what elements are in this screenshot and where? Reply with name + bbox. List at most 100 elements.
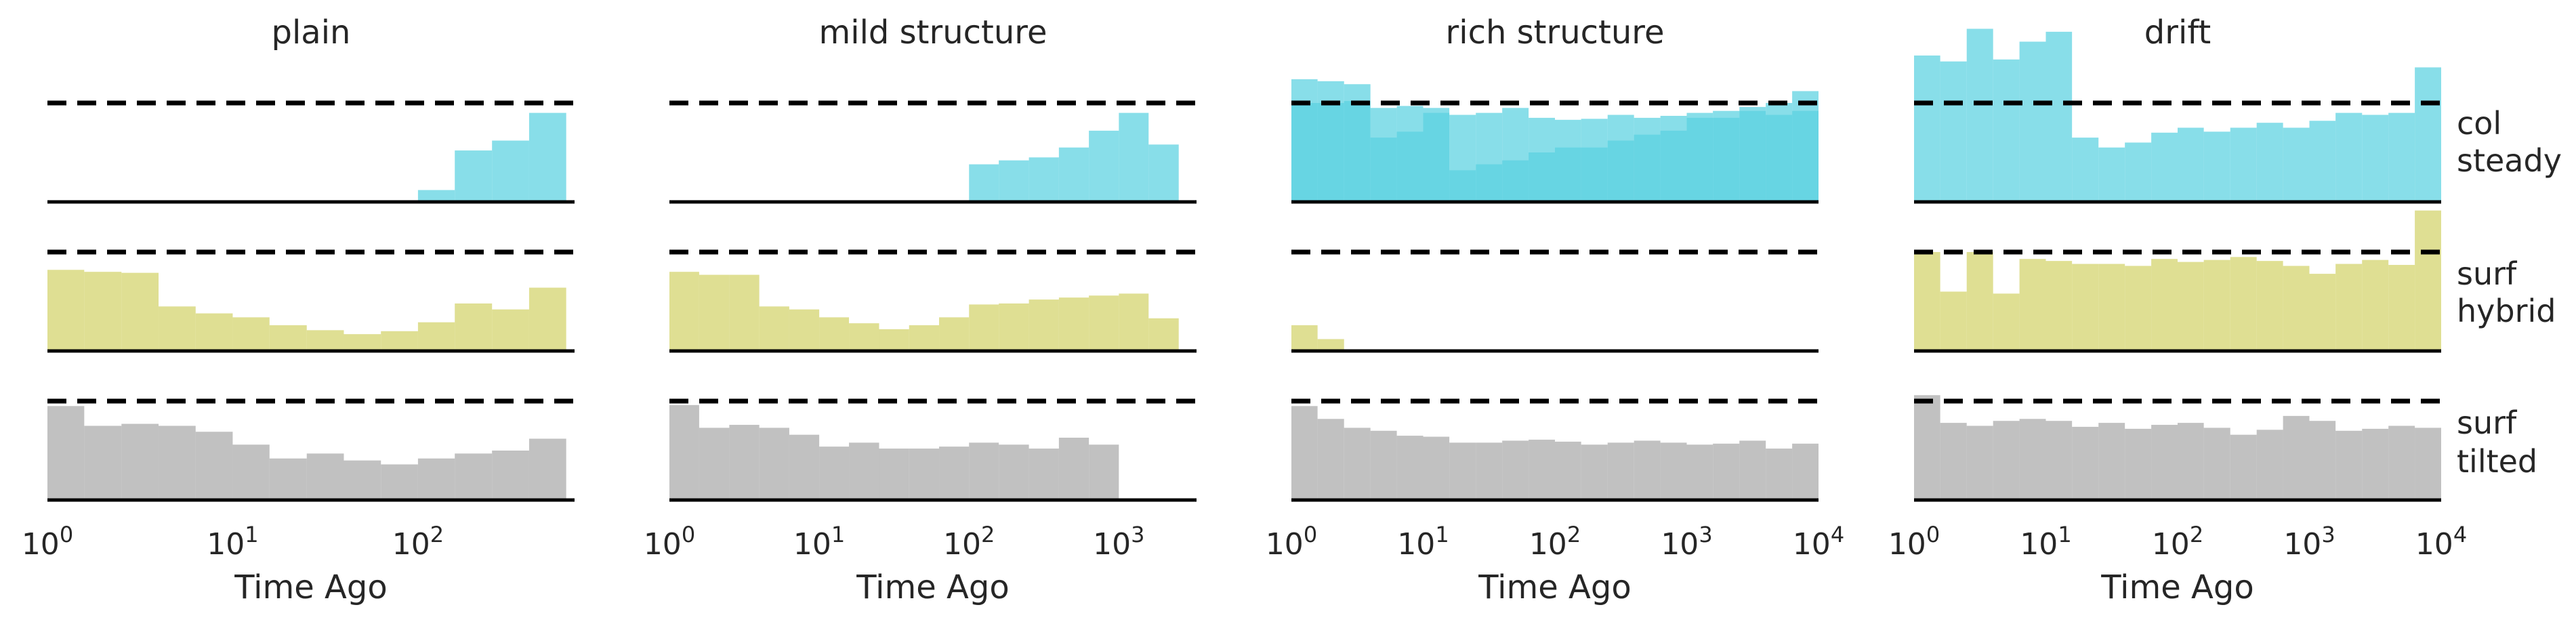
bar-p3-s2-b2 <box>1966 425 1993 500</box>
bar-p3-s0-b15 <box>2309 121 2336 202</box>
x-axis-label-2: Time Ago <box>1478 568 1631 606</box>
chart-panel-2: rich structure 100 101 102 103 104 Time Ago <box>1266 14 1844 606</box>
panel-title-1: mild structure <box>819 14 1047 51</box>
bar-p3-s0-b18 <box>2388 112 2415 202</box>
bar-p3-s2-b15 <box>2309 421 2336 500</box>
row-labels: col steady surf hybrid surf tilted <box>2457 105 2562 480</box>
bar-p1-s2-b4 <box>789 434 820 500</box>
bar-p1-s2-b2 <box>729 425 760 500</box>
bar-p3-s1-b0 <box>1914 252 1940 351</box>
bar-p2-s3-b6 <box>1449 442 1476 500</box>
bar-p2-s3-b5 <box>1423 436 1450 500</box>
bar-p3-s2-b1 <box>1940 423 1967 500</box>
bar-p0-s2-b1 <box>84 425 122 500</box>
bar-p3-s2-b17 <box>2362 428 2389 500</box>
bar-p1-s1-b3 <box>759 306 789 351</box>
bar-p0-s2-b13 <box>528 438 566 500</box>
bar-p3-s1-b17 <box>2362 259 2389 351</box>
bar-p2-s2-b5 <box>1423 108 1450 202</box>
x-tick-label-p0-1: 101 <box>207 522 258 562</box>
bar-p3-s2-b5 <box>2045 421 2073 500</box>
bar-p3-s2-b11 <box>2203 428 2230 500</box>
row-label-line-2-1: tilted <box>2457 443 2537 480</box>
bar-p1-s2-b5 <box>819 446 850 500</box>
x-tick-label-p3-0: 100 <box>1888 522 1940 562</box>
bar-p3-s1-b11 <box>2203 259 2230 351</box>
bar-p1-s1-b2 <box>729 274 760 351</box>
x-tick-label-p3-1: 101 <box>2020 522 2071 562</box>
bar-p3-s0-b3 <box>1993 59 2020 202</box>
bar-p3-s0-b14 <box>2283 127 2310 202</box>
x-axis-label-3: Time Ago <box>2100 568 2253 606</box>
bar-p1-s2-b7 <box>879 449 909 500</box>
bar-p3-s0-b9 <box>2151 132 2178 202</box>
bar-p0-s2-b6 <box>269 458 307 500</box>
bar-p2-s1-b1 <box>1317 339 1344 351</box>
bar-p1-s1-b11 <box>999 303 1029 351</box>
bar-p1-s2-b6 <box>849 442 879 500</box>
bar-p3-s0-b13 <box>2256 123 2283 202</box>
bar-p3-s2-b3 <box>1993 421 2020 500</box>
bar-p1-s1-b10 <box>969 304 999 351</box>
bar-p2-s2-b15 <box>1686 112 1713 202</box>
bar-p0-s2-b0 <box>47 406 85 500</box>
bar-p3-s1-b5 <box>2045 261 2073 351</box>
bar-p2-s3-b10 <box>1555 441 1581 500</box>
row-label-line-2-0: surf <box>2457 404 2518 441</box>
bar-p0-s2-b7 <box>306 453 344 500</box>
bar-p3-s2-b12 <box>2230 434 2257 500</box>
x-tick-label-p1-2: 102 <box>943 522 995 562</box>
bar-p2-s2-b6 <box>1449 115 1476 202</box>
bar-p1-s1-b9 <box>939 317 970 351</box>
bar-p1-s2-b10 <box>969 442 999 500</box>
bar-p1-s2-b12 <box>1029 449 1059 500</box>
x-tick-label-p2-0: 100 <box>1266 522 1317 562</box>
bar-p1-s0-b16 <box>1148 144 1179 202</box>
bar-p2-s2-b3 <box>1370 108 1397 202</box>
bar-p2-s3-b8 <box>1502 440 1529 500</box>
bar-p2-s2-b19 <box>1792 110 1819 202</box>
bar-p3-s1-b4 <box>2019 259 2046 351</box>
panel-title-2: rich structure <box>1446 14 1665 51</box>
x-axis-label-0: Time Ago <box>234 568 387 606</box>
bar-p0-s0-b10 <box>417 190 455 202</box>
bar-p0-s1-b6 <box>269 325 307 351</box>
bar-p3-s0-b1 <box>1940 61 1967 203</box>
bar-p2-s2-b12 <box>1607 115 1634 202</box>
bar-p3-s1-b6 <box>2072 264 2099 351</box>
bar-p1-s1-b4 <box>789 309 820 351</box>
bar-p0-s1-b8 <box>344 334 381 351</box>
bar-p1-s2-b0 <box>669 404 699 500</box>
bar-p3-s1-b8 <box>2125 266 2152 351</box>
bar-p2-s3-b4 <box>1396 436 1424 500</box>
bar-p3-s1-b16 <box>2335 264 2363 351</box>
bar-p3-s0-b11 <box>2203 131 2230 202</box>
bar-p1-s1-b15 <box>1119 293 1149 351</box>
bar-p2-s1-b0 <box>1291 325 1318 351</box>
bar-p3-s1-b10 <box>2178 262 2204 351</box>
bar-p2-s3-b1 <box>1317 419 1344 500</box>
bar-p1-s2-b8 <box>909 449 940 500</box>
bar-p1-s1-b16 <box>1148 318 1179 351</box>
x-tick-label-p3-4: 104 <box>2415 522 2467 562</box>
bar-p2-s3-b9 <box>1529 439 1555 500</box>
bar-p1-s1-b14 <box>1089 295 1119 351</box>
bar-p2-s2-b10 <box>1555 119 1581 202</box>
bar-p3-s0-b2 <box>1966 28 1993 202</box>
bar-p0-s1-b4 <box>195 313 233 351</box>
bar-p1-s0-b12 <box>1029 157 1059 202</box>
bar-p0-s2-b8 <box>344 460 381 500</box>
bar-p1-s1-b8 <box>909 325 940 351</box>
x-tick-label-p0-0: 100 <box>22 522 73 562</box>
bar-p3-s2-b18 <box>2388 425 2415 500</box>
bar-p3-s2-b19 <box>2415 428 2441 500</box>
bar-p3-s2-b14 <box>2283 415 2310 500</box>
bar-p3-s2-b4 <box>2019 419 2046 500</box>
bar-p0-s0-b13 <box>528 112 566 202</box>
bar-p1-s2-b14 <box>1089 444 1119 500</box>
bar-p0-s1-b3 <box>159 306 196 351</box>
bar-p0-s2-b11 <box>455 453 493 500</box>
bar-p1-s2-b13 <box>1058 438 1089 500</box>
